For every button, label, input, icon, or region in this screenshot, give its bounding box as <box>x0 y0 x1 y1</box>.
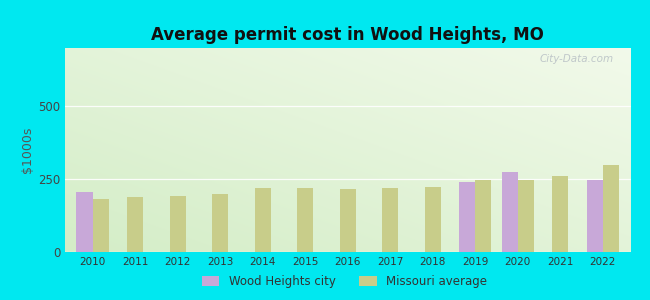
Bar <box>93 199 109 252</box>
Title: Average permit cost in Wood Heights, MO: Average permit cost in Wood Heights, MO <box>151 26 544 44</box>
Bar <box>382 188 398 252</box>
Bar <box>212 194 228 252</box>
Bar <box>170 196 186 252</box>
Bar <box>424 187 441 252</box>
Legend: Wood Heights city, Missouri average: Wood Heights city, Missouri average <box>197 270 492 292</box>
Bar <box>587 180 603 252</box>
Bar <box>603 165 619 252</box>
Bar <box>77 192 93 252</box>
Bar <box>552 176 568 252</box>
Bar <box>340 189 356 252</box>
Y-axis label: $1000s: $1000s <box>21 127 34 173</box>
Text: City-Data.com: City-Data.com <box>540 54 614 64</box>
Bar <box>518 180 534 252</box>
Bar <box>502 172 518 252</box>
Bar <box>475 180 491 252</box>
Bar <box>459 182 475 252</box>
Bar <box>297 188 313 252</box>
Bar <box>255 188 271 252</box>
Bar <box>127 196 143 252</box>
